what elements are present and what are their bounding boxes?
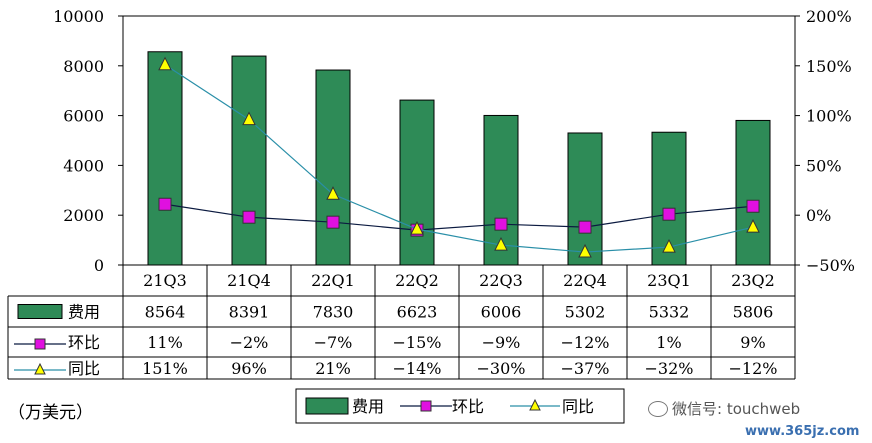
table-cell: 11% (147, 333, 183, 352)
point-marker-triangle (34, 362, 46, 375)
data-table: 21Q3 21Q4 22Q1 22Q2 22Q3 22Q4 23Q1 23Q2 费用 8564 83… (7, 264, 796, 380)
category-label: 21Q3 (143, 271, 187, 290)
point-marker-square (34, 338, 46, 350)
table-cell: −15% (393, 333, 442, 352)
table-series-name: 费用 (68, 303, 100, 322)
table-series-name: 同比 (68, 359, 100, 378)
point-marker-square (420, 400, 432, 412)
point-marker-triangle (326, 186, 340, 200)
bar-series (147, 51, 771, 266)
axes: 0 2000 4000 6000 8000 10000 −50% 0% 50% 100% 150% 2… (53, 7, 855, 275)
right-tick-label: 150% (806, 57, 852, 76)
table-cell: −14% (393, 359, 442, 378)
table-cell: 5332 (649, 303, 690, 322)
point-marker-triangle (242, 111, 256, 126)
watermark-text: 微信号: touchweb (672, 400, 801, 418)
point-marker-triangle (410, 221, 424, 235)
table-cell: −37% (561, 359, 610, 378)
series-line-1 (164, 64, 754, 253)
wechat-icon (648, 400, 668, 417)
table-cell: 6623 (397, 303, 438, 322)
bar (399, 99, 435, 266)
table-cell: 5806 (733, 303, 774, 322)
table-cell: 6006 (481, 303, 522, 322)
table-cell: −2% (230, 333, 269, 352)
legend-box (295, 388, 625, 424)
right-tick-label: 200% (806, 7, 852, 26)
left-tick-label: 8000 (63, 57, 104, 76)
table-cell: 1% (656, 333, 681, 352)
point-marker-square (578, 220, 592, 234)
left-tick-label: 6000 (63, 107, 104, 126)
category-label: 22Q2 (395, 271, 439, 290)
category-label: 21Q4 (227, 271, 271, 290)
table-cell: −9% (482, 333, 521, 352)
watermark: 微信号: touchweb (648, 398, 800, 419)
category-label: 23Q2 (731, 271, 775, 290)
bar (315, 69, 351, 266)
table-cell: −30% (477, 359, 526, 378)
legend-label: 同比 (562, 397, 594, 416)
point-marker-triangle (494, 236, 508, 251)
table-cell: 9% (740, 333, 765, 352)
line-series (158, 56, 760, 258)
point-marker-square (242, 210, 256, 224)
bar (231, 55, 267, 266)
table-cell: 96% (231, 359, 267, 378)
bar (735, 119, 771, 266)
left-tick-label: 2000 (63, 206, 104, 225)
right-tick-label: 50% (806, 156, 842, 175)
category-label: 22Q4 (563, 271, 607, 290)
point-marker-triangle (662, 238, 676, 253)
table-cell: 151% (142, 359, 188, 378)
table-series-name: 环比 (68, 333, 100, 352)
unit-label: （万美元） (8, 403, 93, 423)
bar (567, 132, 603, 266)
left-tick-label: 0 (94, 256, 104, 275)
legend: 费用 环比 同比 (295, 388, 625, 424)
category-label: 23Q1 (647, 271, 691, 290)
table-cell: −7% (314, 333, 353, 352)
series-line-0 (164, 203, 754, 231)
point-marker-triangle (578, 243, 592, 258)
right-tick-label: −50% (806, 256, 855, 275)
left-tick-label: 10000 (53, 7, 104, 26)
left-tick-label: 4000 (63, 156, 104, 175)
point-marker-square (326, 215, 340, 229)
table-cell: −12% (561, 333, 610, 352)
point-marker-triangle (746, 219, 760, 233)
site-url: www.365jz.com (745, 424, 860, 439)
category-label: 22Q1 (311, 271, 355, 290)
category-label: 22Q3 (479, 271, 523, 290)
table-key-bar (17, 304, 63, 319)
table-cell: 7830 (313, 303, 354, 322)
legend-label: 费用 (352, 397, 384, 416)
table-cell: 5302 (565, 303, 606, 322)
right-tick-label: 0% (806, 206, 831, 225)
point-marker-square (494, 217, 508, 231)
table-cell: −12% (729, 359, 778, 378)
table-cell: 8564 (145, 303, 186, 322)
table-cell: −32% (645, 359, 694, 378)
point-marker-square (662, 207, 676, 221)
point-marker-square (158, 197, 172, 211)
table-cell: 21% (315, 359, 351, 378)
point-marker-square (746, 199, 760, 213)
point-marker-triangle (158, 56, 172, 71)
legend-label: 环比 (452, 397, 484, 416)
point-marker-triangle (529, 398, 541, 411)
bar (147, 51, 183, 266)
right-tick-label: 100% (806, 107, 852, 126)
table-cell: 8391 (229, 303, 270, 322)
legend-key-bar (305, 397, 349, 415)
